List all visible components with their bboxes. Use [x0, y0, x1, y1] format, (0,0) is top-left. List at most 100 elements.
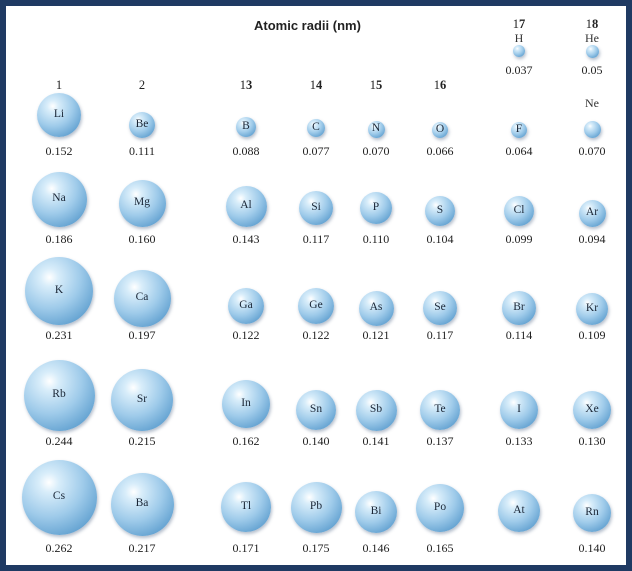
atom-sphere-al: Al — [225, 185, 267, 227]
figure-title: Atomic radii (nm) — [254, 18, 361, 33]
radius-value: 0.070 — [578, 144, 606, 158]
atom-sphere-o: O — [432, 122, 448, 138]
atom-sphere-rb: Rb — [23, 359, 95, 431]
group-label-8: 18 — [586, 17, 599, 32]
atom-sphere-sb: Sb — [355, 389, 397, 431]
radius-value: 0.133 — [505, 434, 533, 448]
radius-value: 0.152 — [45, 144, 73, 158]
atom-sphere-ga: Ga — [228, 288, 264, 324]
group-label-7: 17 — [513, 17, 526, 32]
element-symbol: Br — [513, 301, 525, 314]
element-symbol: Ga — [239, 299, 253, 312]
atom-sphere-ca: Ca — [113, 269, 171, 327]
element-symbol: Ge — [309, 299, 323, 312]
radius-value: 0.066 — [426, 144, 454, 158]
element-symbol: Be — [135, 118, 149, 131]
atom-sphere-na: Na — [31, 171, 87, 227]
group-label-prefix: 1 — [369, 78, 376, 92]
atom-sphere-sr: Sr — [111, 369, 173, 431]
element-symbol: B — [242, 120, 250, 133]
element-symbol: H — [514, 31, 524, 45]
atom-sphere-cs: Cs — [21, 459, 97, 535]
radius-value: 0.064 — [505, 144, 533, 158]
element-symbol: N — [371, 122, 381, 135]
element-symbol: Te — [434, 403, 446, 416]
radius-value: 0.109 — [578, 328, 606, 342]
radius-value: 0.146 — [362, 541, 390, 555]
element-symbol: Kr — [585, 302, 599, 315]
atom-sphere-se: Se — [423, 291, 457, 325]
element-symbol: F — [515, 123, 523, 136]
atom-sphere-be: Be — [129, 112, 155, 138]
radius-value: 0.197 — [128, 328, 156, 342]
radius-value: 0.140 — [578, 541, 606, 555]
group-label-bold-digit: 8 — [592, 17, 599, 31]
radius-value: 0.037 — [505, 63, 533, 77]
atom-sphere-rn: Rn — [573, 494, 611, 532]
group-label-bold-digit: 4 — [316, 78, 323, 92]
group-label-prefix: 1 — [585, 17, 592, 31]
atom-sphere-mg: Mg — [118, 179, 166, 227]
element-symbol: Rn — [585, 506, 599, 519]
atom-sphere-c: C — [307, 119, 325, 137]
radius-value: 0.121 — [362, 328, 390, 342]
element-symbol: S — [436, 204, 444, 217]
atom-sphere-as: As — [358, 290, 394, 326]
atom-sphere-kr: Kr — [576, 293, 608, 325]
element-symbol: Al — [240, 199, 252, 212]
group-label-6: 16 — [434, 78, 447, 93]
element-symbol: Ca — [135, 291, 149, 304]
element-symbol: Pb — [309, 500, 323, 513]
radius-value: 0.137 — [426, 434, 454, 448]
element-symbol: Sb — [369, 403, 383, 416]
group-label-3: 13 — [240, 78, 253, 93]
radius-value: 0.175 — [302, 541, 330, 555]
group-label-bold-digit: 6 — [440, 78, 447, 92]
radius-value: 0.070 — [362, 144, 390, 158]
group-label-prefix: 1 — [55, 78, 63, 92]
radius-value: 0.143 — [232, 232, 260, 246]
element-symbol: C — [312, 121, 320, 134]
atom-sphere-ba: Ba — [110, 472, 174, 536]
element-symbol: Ar — [585, 206, 599, 219]
atom-sphere-in: In — [222, 380, 270, 428]
group-label-prefix: 1 — [309, 78, 316, 92]
radius-value: 0.186 — [45, 232, 73, 246]
group-label-5: 15 — [370, 78, 383, 93]
radius-value: 0.244 — [45, 434, 73, 448]
atom-sphere-pb: Pb — [290, 481, 342, 533]
element-symbol: Li — [53, 108, 65, 121]
atom-sphere-xe: Xe — [573, 391, 611, 429]
element-symbol: As — [369, 301, 383, 314]
group-label-prefix: 2 — [138, 78, 146, 92]
group-label-2: 2 — [139, 78, 145, 93]
atom-sphere-at: At — [498, 490, 540, 532]
radius-value: 0.122 — [302, 328, 330, 342]
radius-value: 0.171 — [232, 541, 260, 555]
atom-sphere-he — [585, 44, 599, 58]
element-symbol: Sn — [309, 403, 323, 416]
atom-sphere-tl: Tl — [221, 482, 271, 532]
radius-value: 0.077 — [302, 144, 330, 158]
element-symbol: I — [517, 403, 521, 416]
element-symbol: Se — [434, 301, 446, 314]
element-symbol: Na — [52, 192, 66, 205]
element-symbol: Tl — [240, 500, 252, 513]
radius-value: 0.094 — [578, 232, 606, 246]
element-symbol: Cs — [52, 490, 66, 503]
figure-panel: Atomic radii (nm) 1 2 13 14 15 16 17 18 H 0.037 H… — [6, 6, 626, 565]
element-symbol: Ne — [585, 96, 599, 110]
radius-value: 0.117 — [426, 328, 454, 342]
atom-sphere-te: Te — [420, 390, 460, 430]
radius-value: 0.160 — [128, 232, 156, 246]
radius-value: 0.05 — [581, 63, 603, 77]
radius-value: 0.110 — [362, 232, 390, 246]
atom-sphere-b: B — [236, 117, 256, 137]
element-symbol: Mg — [134, 196, 150, 209]
atom-sphere-p: P — [360, 192, 392, 224]
atom-sphere-br: Br — [502, 291, 536, 325]
group-label-bold-digit: 7 — [519, 17, 526, 31]
atom-sphere-si: Si — [299, 191, 333, 225]
element-symbol: K — [54, 284, 64, 297]
radius-value: 0.140 — [302, 434, 330, 448]
